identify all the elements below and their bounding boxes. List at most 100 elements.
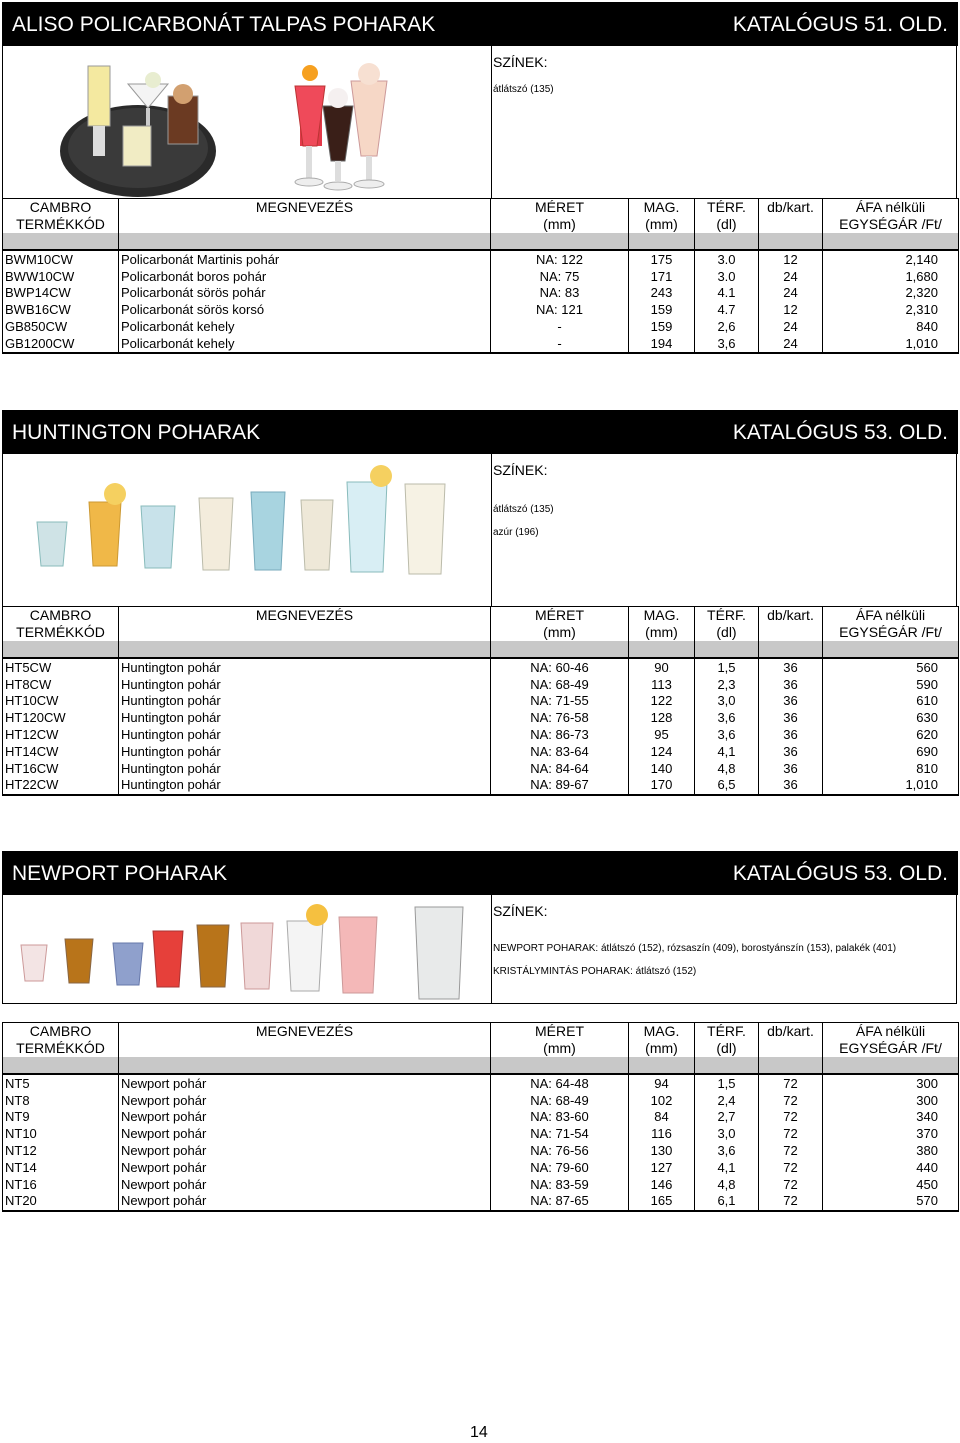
header-size: (mm)	[490, 1039, 629, 1057]
cell-price: 2,140	[822, 249, 959, 269]
cell-height: 84	[628, 1108, 695, 1126]
header-code: CAMBRO	[2, 605, 119, 624]
cell-size: NA: 68-49	[490, 1092, 629, 1109]
cell-price: 450	[822, 1176, 959, 1193]
table-header-row: CAMBRO MEGNEVEZÉS MÉRET MAG. TÉRF. db/ka…	[2, 1021, 959, 1040]
cell-code: HT12CW	[5, 726, 59, 742]
cell-size: NA: 76-58	[490, 709, 629, 727]
cell-name: Newport pohár	[118, 1176, 491, 1193]
section-header-bar: NEWPORT POHARAK KATALÓGUS 53. OLD.	[2, 851, 958, 895]
cell-price: 610	[822, 692, 959, 710]
cell-pack: 36	[758, 709, 823, 727]
product-photo	[2, 46, 492, 199]
cell-size: NA: 86-73	[490, 726, 629, 744]
cell-code: NT16	[5, 1176, 37, 1192]
cell-pack: 36	[758, 743, 823, 761]
cell-volume: 6,5	[694, 776, 759, 796]
cell-price: 620	[822, 726, 959, 744]
cell-volume: 4,1	[694, 743, 759, 761]
cell-size: NA: 71-55	[490, 692, 629, 710]
cell-name: Policarbonát boros pohár	[118, 268, 491, 285]
cell-volume: 2,6	[694, 318, 759, 336]
cell-price: 300	[822, 1092, 959, 1109]
table-header-row: TERMÉKKÓD (mm) (mm) (dl) EGYSÉGÁR /Ft/	[3, 215, 959, 233]
table-separator	[2, 232, 959, 251]
cell-size: NA: 60-46	[490, 657, 629, 677]
cell-pack: 24	[758, 318, 823, 336]
header-pack: db/kart.	[758, 1021, 823, 1040]
cell-price: 2,310	[822, 301, 959, 319]
cell-pack: 36	[758, 676, 823, 693]
cell-size: NA: 68-49	[490, 676, 629, 693]
cell-pack: 72	[758, 1159, 823, 1177]
cell-volume: 3,6	[694, 335, 759, 355]
cell-price: 380	[822, 1142, 959, 1160]
header-volume: TÉRF.	[694, 605, 759, 624]
cell-volume: 3.0	[694, 249, 759, 269]
stemware-photo-illustration	[60, 63, 388, 197]
cell-pack: 24	[758, 268, 823, 285]
colors-box: SZÍNEK: NEWPORT POHARAK: átlátszó (152),…	[490, 895, 957, 1004]
cell-volume: 4.7	[694, 301, 759, 319]
table-row: HT8CW Huntington pohár NA: 68-49 113 2,3 36 59…	[3, 676, 959, 693]
header-height: MAG.	[628, 1021, 695, 1040]
cell-code: BWW10CW	[5, 268, 75, 284]
header-pack	[758, 1039, 823, 1057]
header-price: ÁFA nélküli	[822, 605, 959, 624]
header-size: MÉRET	[490, 605, 629, 624]
cell-name: Newport pohár	[118, 1125, 491, 1143]
section-header-bar: HUNTINGTON POHARAK KATALÓGUS 53. OLD.	[2, 410, 958, 454]
cell-price: 590	[822, 676, 959, 693]
header-price: ÁFA nélküli	[822, 197, 959, 216]
cell-height: 95	[628, 726, 695, 744]
product-photo	[2, 895, 492, 1004]
table-row: NT14 Newport pohár NA: 79-60 127 4,1 72 440	[3, 1159, 959, 1177]
table-row: GB1200CW Policarbonát kehely -194 3,6 24 1,01…	[2, 335, 959, 355]
cell-height: 113	[628, 676, 695, 693]
cell-pack: 36	[758, 692, 823, 710]
color-option: NEWPORT POHARAK: átlátszó (152), rózsasz…	[493, 943, 897, 954]
color-option: átlátszó (135)	[493, 504, 554, 515]
header-name	[118, 1039, 491, 1057]
cell-height: 243	[628, 284, 695, 302]
cell-volume: 2,3	[694, 676, 759, 693]
cell-price: 1,680	[822, 268, 959, 285]
cell-price: 370	[822, 1125, 959, 1143]
table-row: NT9 Newport pohár NA: 83-60 84 2,7 72 340	[3, 1108, 959, 1126]
header-name: MEGNEVEZÉS	[118, 197, 491, 216]
table-row: NT10 Newport pohár NA: 71-54 116 3,0 72 370	[3, 1125, 959, 1143]
cell-code: HT120CW	[5, 710, 66, 726]
table-header-row: CAMBRO MEGNEVEZÉS MÉRET MAG. TÉRF. db/ka…	[2, 605, 959, 624]
cell-size: NA: 122	[490, 249, 629, 269]
cell-name: Newport pohár	[118, 1142, 491, 1160]
cell-name: Huntington pohár	[118, 676, 491, 693]
table-row: NT5 Newport pohár NA: 64-48 94 1,5 72 300	[2, 1073, 959, 1093]
cell-size: NA: 83-59	[490, 1176, 629, 1193]
table-body: NT5 Newport pohár NA: 64-48 94 1,5 72 300 NT8 Ne…	[2, 1073, 959, 1212]
header-size: (mm)	[490, 215, 629, 233]
header-name	[118, 215, 491, 233]
cell-name: Huntington pohár	[118, 657, 491, 677]
header-pack	[758, 623, 823, 641]
cell-code: GB1200CW	[2, 335, 119, 355]
cell-price: 630	[822, 709, 959, 727]
cell-height: 140	[628, 760, 695, 777]
color-option: átlátszó (135)	[493, 84, 554, 95]
cell-code: NT8	[5, 1092, 30, 1108]
cell-height: 90	[628, 657, 695, 677]
cell-volume: 3,0	[694, 692, 759, 710]
cell-code: NT12	[5, 1142, 37, 1158]
color-option: azúr (196)	[493, 527, 539, 538]
table-row: HT12CW Huntington pohár NA: 86-73 95 3,6 36 62…	[3, 726, 959, 744]
tumbler-photo-illustration	[36, 465, 446, 575]
cell-name: Newport pohár	[118, 1108, 491, 1126]
header-price: ÁFA nélküli	[822, 1021, 959, 1040]
colors-label: SZÍNEK:	[493, 903, 548, 919]
cell-size: NA: 75	[490, 268, 629, 285]
cell-price: 570	[822, 1192, 959, 1212]
cell-volume: 2,7	[694, 1108, 759, 1126]
cell-volume: 3,6	[694, 726, 759, 744]
cell-code: NT10	[5, 1126, 37, 1142]
table-row: NT16 Newport pohár NA: 83-59 146 4,8 72 450	[3, 1176, 959, 1193]
cell-pack: 72	[758, 1125, 823, 1143]
